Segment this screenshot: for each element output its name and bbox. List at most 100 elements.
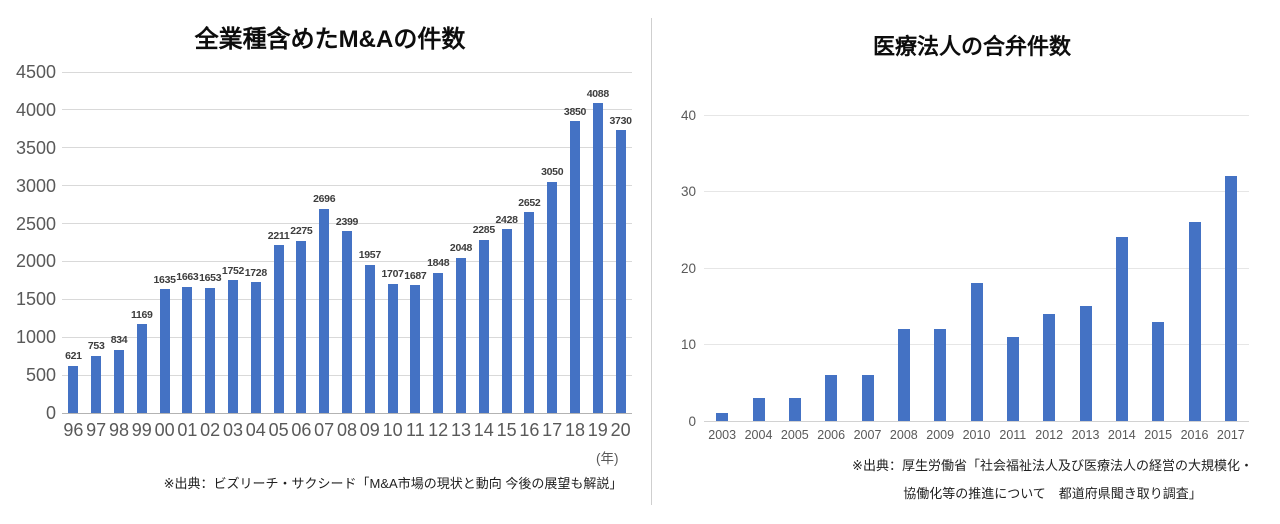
bar-value-label: 1653	[199, 272, 222, 285]
y-tick-label: 4500	[15, 62, 56, 82]
x-axis-unit-label: (年)	[596, 451, 619, 466]
x-tick-label: 03	[222, 420, 244, 440]
x-tick-label: 2007	[853, 428, 882, 442]
bar-value-label: 1728	[244, 266, 267, 279]
chart-title: 全業種含めたM&Aの件数	[194, 26, 466, 53]
x-tick-label: 2013	[1071, 428, 1100, 442]
bar-value-label: 753	[87, 340, 105, 353]
x-tick-label: 10	[382, 420, 403, 440]
bar-10	[387, 283, 398, 413]
x-tick-label: 2006	[817, 428, 846, 442]
x-tick-label: 2012	[1035, 428, 1064, 442]
y-tick-label: 0	[45, 403, 56, 423]
bar-20	[615, 130, 626, 413]
x-tick-label: 2009	[926, 428, 955, 442]
x-tick-label: 00	[154, 420, 175, 440]
bar-value-label: 3850	[563, 105, 587, 118]
bar-2016	[1188, 222, 1201, 421]
x-tick-label: 2011	[999, 428, 1027, 442]
bar-value-label: 1635	[153, 273, 176, 286]
bar-value-label: 3730	[609, 114, 632, 127]
y-tick-label: 3500	[15, 137, 56, 158]
bar-2005	[788, 398, 801, 421]
y-tick-label: 10	[680, 336, 696, 352]
source-line: ※出典：厚生労働省「社会福祉法人及び医療法人の経営の大規模化・	[852, 458, 1253, 473]
bar-06	[296, 240, 307, 413]
x-tick-label: 2017	[1216, 428, 1245, 442]
x-tick-label: 19	[587, 420, 608, 440]
x-tick-label: 04	[245, 420, 266, 440]
bar-03	[228, 280, 238, 413]
x-tick-label: 98	[108, 420, 130, 440]
y-tick-label: 30	[680, 183, 696, 199]
bar-2007	[861, 375, 874, 421]
bar-98	[114, 349, 124, 413]
y-tick-label: 0	[688, 413, 696, 429]
bar-value-label: 1957	[358, 249, 381, 262]
x-tick-label: 17	[542, 420, 563, 440]
x-tick-label: 12	[428, 420, 449, 440]
panel-divider	[651, 18, 652, 505]
bar-16	[524, 212, 535, 413]
x-tick-label: 2016	[1180, 428, 1209, 442]
x-tick-label: 05	[268, 420, 289, 440]
bar-99	[136, 324, 147, 413]
gridline	[62, 109, 632, 111]
source-line: 協働化等の推進について 都道府県聞き取り調査」	[903, 486, 1202, 501]
bar-13	[456, 257, 466, 413]
x-tick-label: 96	[63, 420, 84, 440]
y-axis-labels: 0 10 20 30 40	[652, 108, 696, 427]
bar-value-label: 621	[65, 350, 82, 363]
x-tick-label: 18	[564, 420, 586, 440]
bar-08	[342, 231, 352, 413]
x-tick-label: 2015	[1144, 428, 1173, 442]
y-tick-label: 4000	[15, 99, 56, 120]
x-axis-line	[704, 420, 1249, 422]
x-tick-label: 15	[496, 420, 517, 440]
bar-17	[547, 181, 558, 413]
x-tick-label: 2010	[962, 428, 991, 442]
gridline	[704, 267, 1249, 269]
x-tick-label: 02	[200, 420, 221, 440]
source-note: ※出典：ビズリーチ・サクシード「M&A市場の現状と動向 今後の展望も解説」	[163, 476, 623, 491]
bar-2015	[1152, 321, 1165, 421]
y-tick-label: 40	[680, 107, 696, 123]
y-tick-label: 2000	[15, 251, 56, 272]
source-note: ※出典：厚生労働省「社会福祉法人及び医療法人の経営の大規模化・ 協働化等の推進に…	[810, 452, 1280, 508]
y-tick-label: 2500	[15, 213, 56, 234]
bar-11	[410, 285, 421, 413]
y-tick-label: 1000	[15, 327, 56, 348]
bar-19	[592, 103, 603, 413]
y-tick-label: 3000	[15, 175, 56, 196]
x-tick-label: 20	[610, 420, 631, 440]
bar-value-label: 2652	[518, 196, 541, 209]
gridline	[62, 147, 632, 149]
x-tick-label: 11	[406, 420, 425, 440]
bar-2008	[897, 329, 910, 421]
bar-97	[91, 355, 102, 413]
bar-value-label: 2696	[313, 193, 336, 206]
bar-value-label: 1687	[404, 269, 427, 282]
bar-2006	[825, 375, 838, 421]
bar-value-label: 1752	[221, 264, 245, 277]
bar-2011	[1006, 336, 1019, 421]
bar-value-label: 2428	[495, 213, 518, 226]
bar-value-label: 1663	[176, 271, 199, 284]
x-tick-label: 14	[473, 420, 494, 440]
x-tick-label: 06	[291, 420, 312, 440]
x-tick-label: 08	[336, 420, 358, 440]
gridline	[704, 191, 1249, 192]
bar-value-label: 2048	[449, 242, 473, 255]
gridline	[704, 114, 1249, 116]
x-tick-label: 16	[519, 420, 540, 440]
bar-value-label: 1707	[381, 268, 404, 281]
bar-04	[250, 282, 261, 413]
bar-2012	[1043, 313, 1056, 421]
bar-value-label: 834	[110, 334, 128, 347]
bar-15	[501, 229, 512, 413]
bar-09	[364, 264, 375, 413]
bar-value-label: 3050	[541, 166, 564, 179]
plot-area: 96 621 97 753 98 834 99 1169 00 1635 01 1663 02 1653 0…	[62, 71, 632, 439]
